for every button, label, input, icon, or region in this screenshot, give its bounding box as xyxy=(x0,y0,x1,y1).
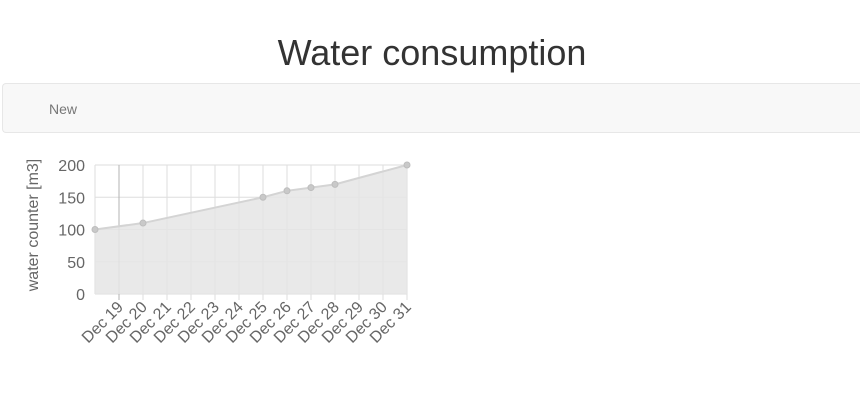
area-layer xyxy=(91,161,411,294)
data-point xyxy=(283,187,291,195)
data-point xyxy=(331,180,339,188)
data-point xyxy=(259,193,267,201)
y-tick-label: 0 xyxy=(76,287,85,304)
data-point xyxy=(139,219,147,227)
y-tick-label: 200 xyxy=(58,158,85,175)
water-consumption-chart: 0 50 100 150 200 Dec 19 Dec 20 Dec 21 Dec 22 Dec … xyxy=(0,140,440,370)
navbar: New xyxy=(2,83,860,133)
y-tick-label: 100 xyxy=(58,223,85,240)
y-axis-label: water counter [m3] xyxy=(25,159,42,293)
data-point xyxy=(403,161,411,169)
y-tick-label: 50 xyxy=(67,255,85,272)
series-area xyxy=(95,165,407,294)
nav-new-link[interactable]: New xyxy=(49,101,78,117)
data-point xyxy=(307,184,315,192)
y-tick-label: 150 xyxy=(58,190,85,207)
page-title: Water consumption xyxy=(277,32,587,73)
data-point xyxy=(91,226,99,233)
